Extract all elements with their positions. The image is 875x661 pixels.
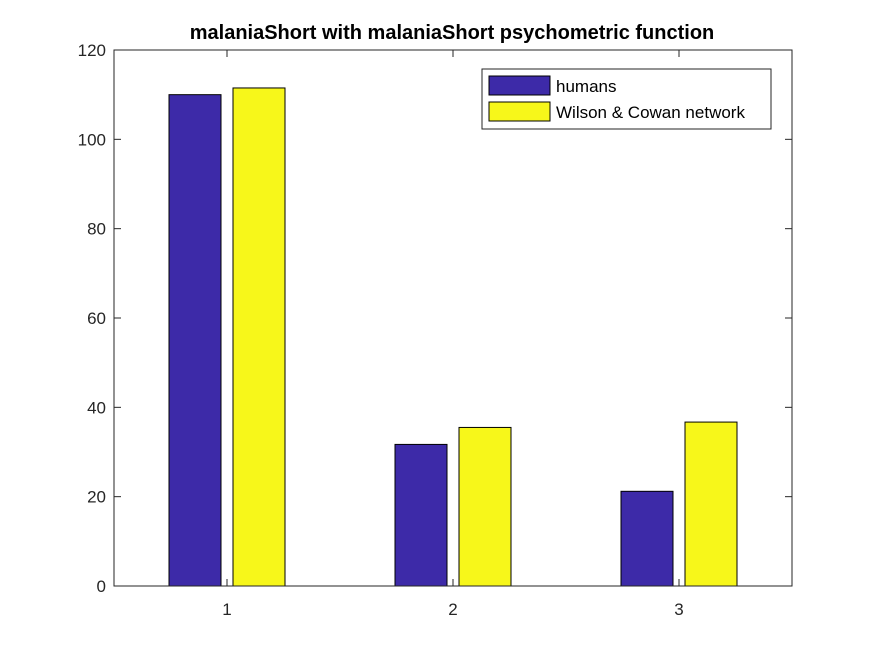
- bar-humans-2: [394, 443, 448, 587]
- bar-humans-1: [168, 94, 222, 587]
- legend-label-humans: humans: [556, 77, 616, 96]
- bars-layer: [168, 87, 738, 587]
- y-tick-label-80: 80: [87, 220, 106, 239]
- y-tick-label-100: 100: [78, 130, 106, 149]
- y-tick-label-120: 120: [78, 41, 106, 60]
- legend: humans Wilson & Cowan network: [481, 68, 772, 130]
- bar-network-3: [684, 421, 738, 587]
- bar-network-2: [458, 426, 512, 587]
- legend-label-wilson-cowan-network: Wilson & Cowan network: [556, 103, 745, 122]
- legend-swatch-wilson-cowan-network: [488, 101, 551, 122]
- y-tick-label-0: 0: [97, 577, 106, 596]
- y-tick-label-40: 40: [87, 398, 106, 417]
- legend-swatch-humans: [488, 75, 551, 96]
- axis-ticks: 0 20 40 60 80 100 120 1 2 3: [78, 41, 792, 619]
- chart-title: malaniaShort with malaniaShort psychomet…: [190, 22, 715, 44]
- x-tick-label-1: 1: [222, 600, 231, 619]
- bar-humans-3: [620, 490, 674, 587]
- y-tick-label-20: 20: [87, 488, 106, 507]
- x-tick-label-3: 3: [674, 600, 683, 619]
- y-tick-label-60: 60: [87, 309, 106, 328]
- bar-network-1: [232, 87, 286, 587]
- x-tick-label-2: 2: [448, 600, 457, 619]
